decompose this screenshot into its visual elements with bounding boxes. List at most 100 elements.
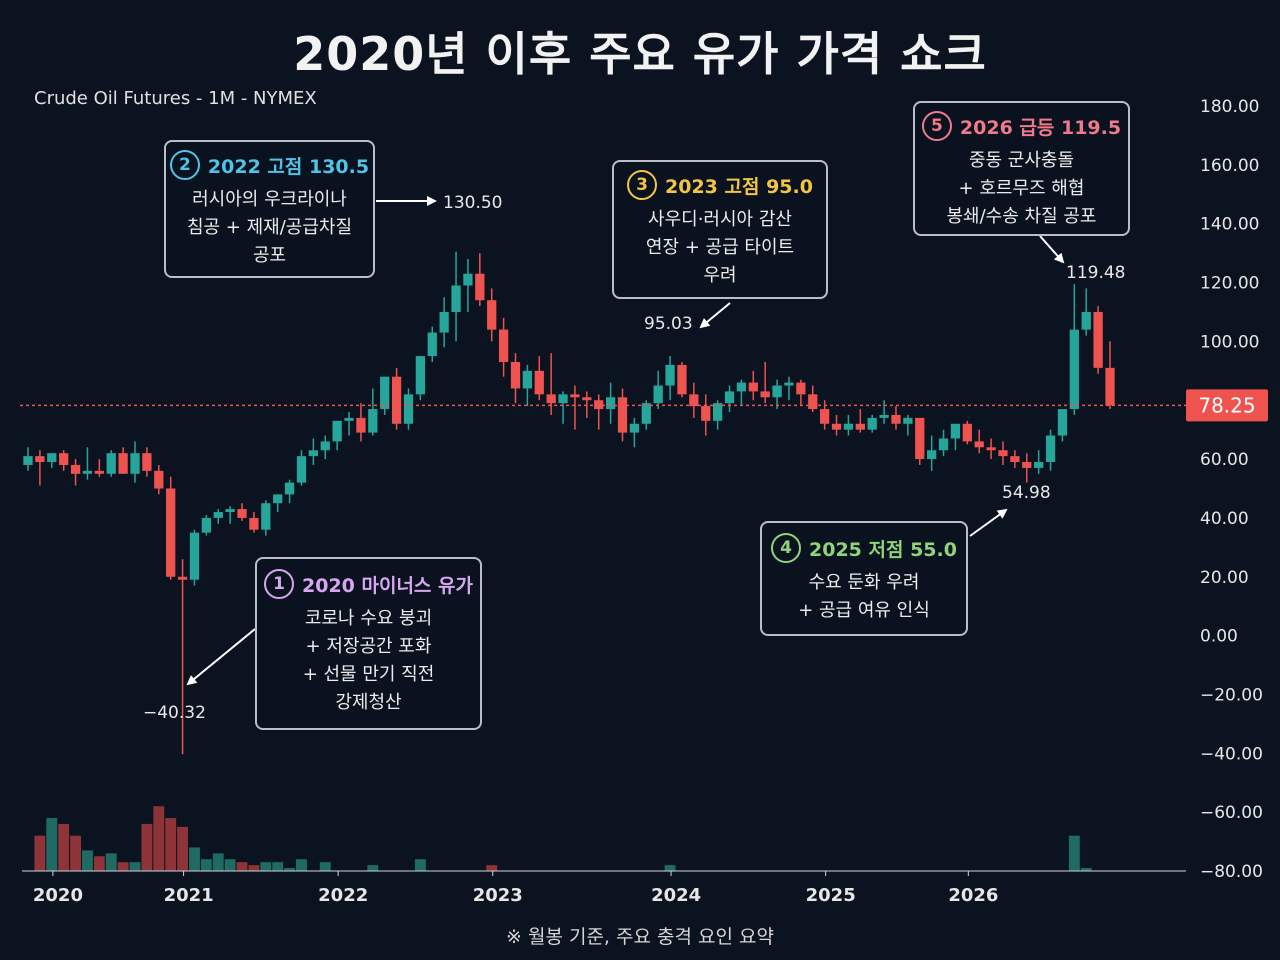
- price-label-minus-40-32: −40.32: [143, 703, 206, 723]
- candle: [1093, 306, 1103, 374]
- candle-body: [998, 450, 1008, 457]
- candle-body: [415, 356, 426, 395]
- candle-body: [689, 394, 699, 407]
- candle-body: [1022, 462, 1032, 468]
- candle-body: [570, 394, 580, 398]
- candle-body: [177, 576, 188, 580]
- candle-body: [558, 394, 568, 404]
- candle-body: [249, 517, 259, 530]
- candle-body: [427, 332, 437, 357]
- candle-body: [391, 376, 402, 424]
- candle: [403, 388, 414, 430]
- candle-body: [582, 397, 592, 401]
- candle-body: [594, 400, 604, 410]
- candle: [701, 394, 711, 436]
- candle-body: [546, 394, 556, 404]
- candle-body: [855, 423, 865, 430]
- candle: [986, 438, 996, 460]
- volume-bar: [224, 859, 236, 871]
- candle-body: [70, 464, 81, 474]
- candle: [427, 326, 437, 362]
- arrow-3: [699, 302, 731, 329]
- candle-body: [142, 453, 152, 471]
- candle-body: [629, 423, 640, 433]
- volume-bar: [248, 865, 260, 871]
- candle-body: [225, 509, 235, 513]
- candle-body: [915, 417, 925, 460]
- candle: [927, 435, 937, 471]
- candle: [772, 379, 782, 410]
- candle: [344, 412, 354, 436]
- annotation-2-line: 공포: [252, 245, 287, 266]
- candle-body: [617, 397, 628, 433]
- candle: [261, 500, 271, 536]
- candle-body: [510, 361, 521, 389]
- annotation-3-title: 2023 고점 95.0: [665, 175, 813, 198]
- y-tick-label: 60.00: [1200, 450, 1249, 470]
- volume-bar: [296, 859, 307, 871]
- candle: [296, 450, 307, 486]
- candle: [380, 376, 390, 415]
- y-tick-label: −80.00: [1200, 862, 1263, 882]
- annotation-1-line: 코로나 수요 붕괴: [304, 608, 433, 629]
- candle-body: [487, 300, 497, 330]
- price-labels: 130.50 95.03 119.48 54.98 −40.32: [143, 193, 1125, 723]
- candle-body: [927, 450, 937, 460]
- candle-body: [201, 517, 211, 533]
- candle-body: [843, 423, 854, 430]
- candle-body: [903, 417, 913, 424]
- y-tick-label: 100.00: [1200, 332, 1259, 352]
- y-tick-label: 140.00: [1200, 215, 1259, 235]
- x-tick-label: 2021: [164, 885, 214, 906]
- volume-bar: [260, 862, 272, 871]
- candle: [796, 379, 806, 407]
- candle-body: [665, 364, 675, 386]
- candle-body: [296, 456, 307, 483]
- candle-body: [1057, 409, 1068, 436]
- candle: [332, 420, 342, 451]
- candle: [998, 441, 1008, 465]
- annotation-5-line: + 호르무즈 해협: [958, 178, 1085, 199]
- volume-bar: [165, 818, 177, 871]
- candle-body: [23, 456, 33, 465]
- candle-body: [1105, 367, 1115, 406]
- candle: [213, 509, 223, 524]
- candle: [94, 459, 104, 477]
- candle: [641, 400, 651, 430]
- annotation-box-4: 4 2025 저점 55.0 수요 둔화 우려 + 공급 여유 인식: [760, 521, 968, 636]
- candle: [177, 559, 188, 755]
- candle: [808, 385, 818, 412]
- y-tick-label: −20.00: [1200, 685, 1263, 705]
- candle: [47, 453, 57, 468]
- arrow-1: [186, 628, 256, 686]
- candle: [70, 459, 81, 486]
- candle-body: [950, 423, 961, 439]
- annotation-4-header: 4 2025 저점 55.0: [762, 533, 966, 563]
- annotation-1-header: 1 2020 마이너스 유가: [257, 569, 480, 599]
- candle-body: [772, 385, 782, 398]
- candle-body: [320, 441, 330, 451]
- candle-body: [403, 394, 414, 424]
- candle: [415, 356, 426, 401]
- annotation-arrows: [186, 196, 1065, 686]
- volume-bar: [212, 853, 224, 871]
- annotation-1-title: 2020 마이너스 유가: [302, 574, 473, 597]
- candle: [1010, 450, 1020, 468]
- candle-body: [677, 364, 687, 395]
- candle: [950, 423, 961, 451]
- candle-body: [475, 273, 485, 301]
- candle: [903, 414, 913, 436]
- candle: [938, 429, 949, 457]
- annotation-box-5: 5 2026 급등 119.5 중동 군사충돌 + 호르무즈 해협 봉쇄/수송 …: [913, 101, 1130, 236]
- volume-bar: [141, 823, 153, 871]
- candle: [487, 288, 497, 342]
- candle: [463, 259, 473, 312]
- candle-body: [986, 447, 996, 451]
- volume-bar: [93, 856, 105, 871]
- candle-body: [748, 382, 758, 392]
- volume-bar: [486, 865, 498, 871]
- annotation-box-3: 3 2023 고점 95.0 사우디·러시아 감산 연장 + 공급 타이트 우려: [612, 160, 828, 299]
- candle: [249, 512, 259, 533]
- last-price-label: 78.25: [1198, 393, 1255, 417]
- candle-body: [974, 441, 984, 448]
